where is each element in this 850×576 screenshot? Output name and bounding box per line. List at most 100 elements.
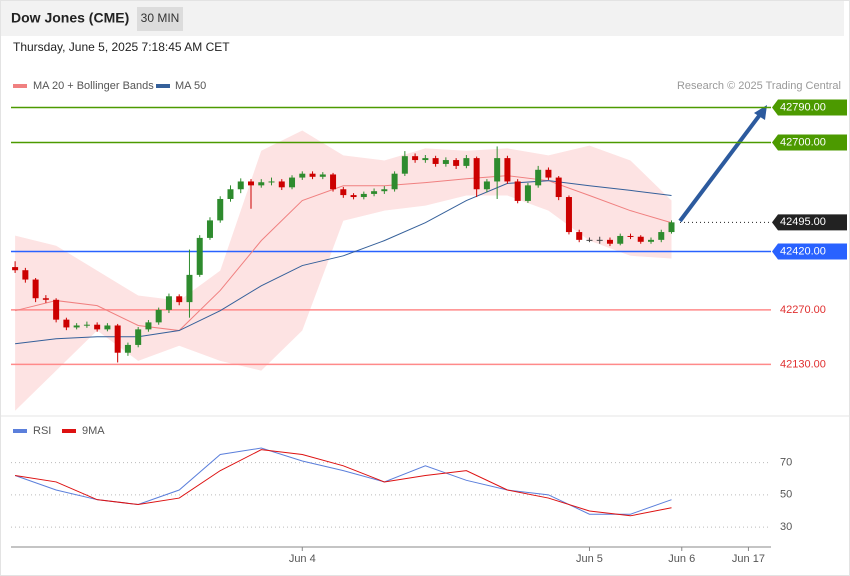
level-label: 42420.00 xyxy=(780,245,826,257)
candle-body xyxy=(206,220,213,238)
rsi-line xyxy=(15,449,672,517)
candle-body xyxy=(596,239,603,241)
candle-body xyxy=(186,274,193,303)
legend-label: MA 20 + Bollinger Bands xyxy=(33,80,154,92)
candle-body xyxy=(565,197,572,233)
candle-body xyxy=(32,279,39,299)
candle-body xyxy=(309,173,316,177)
candle-body xyxy=(494,158,501,182)
candle-body xyxy=(268,181,275,183)
candle-body xyxy=(535,169,542,186)
level-tag xyxy=(772,134,847,151)
candle-body xyxy=(412,156,419,161)
rsi-tick-label: 50 xyxy=(780,489,792,501)
candle-body xyxy=(555,177,562,198)
legend-swatch xyxy=(13,429,27,433)
candle-body xyxy=(576,232,583,240)
candle-body xyxy=(391,173,398,190)
candle-body xyxy=(524,185,531,201)
candle-body xyxy=(463,158,470,166)
interval: 30 MIN xyxy=(141,11,180,25)
candle-body xyxy=(422,158,429,161)
candle-body xyxy=(237,181,244,190)
candle-body xyxy=(73,325,80,328)
legend-label: RSI xyxy=(33,425,51,437)
candle-body xyxy=(606,239,613,244)
candle-body xyxy=(22,270,29,280)
candle-body xyxy=(442,160,449,164)
candle-body xyxy=(637,236,644,242)
candle-body xyxy=(248,181,254,186)
candle-body xyxy=(63,319,70,328)
x-tick-label: Jun 4 xyxy=(289,553,316,565)
candle-body xyxy=(330,174,337,190)
candle-body xyxy=(53,299,60,320)
candle-body xyxy=(299,173,306,178)
chart-title: Dow Jones (CME) xyxy=(11,10,129,26)
legend-label: MA 50 xyxy=(175,80,206,92)
candle-body xyxy=(104,325,111,330)
legend-swatch xyxy=(62,429,76,433)
level-tag xyxy=(772,214,847,231)
level-tag xyxy=(772,243,847,260)
legend-swatch xyxy=(13,84,27,88)
candle-body xyxy=(155,309,162,323)
candle-body xyxy=(94,324,101,330)
ma50-line xyxy=(15,180,672,345)
candle-body xyxy=(165,296,172,310)
candle-body xyxy=(514,181,521,201)
interval-box xyxy=(137,7,183,31)
candle-body xyxy=(227,189,234,199)
level-tag xyxy=(772,99,847,116)
x-tick-label: Jun 17 xyxy=(732,553,765,565)
candle-body xyxy=(42,298,49,300)
rsi-tick-label: 70 xyxy=(780,456,792,468)
ma20-line xyxy=(14,175,672,332)
level-label: 42495.00 xyxy=(780,216,826,228)
candle-body xyxy=(289,177,296,188)
candle-body xyxy=(545,169,552,178)
x-tick-label: Jun 5 xyxy=(576,553,603,565)
level-label: 42790.00 xyxy=(780,101,826,113)
candle-body xyxy=(340,189,347,196)
level-label: 42700.00 xyxy=(780,136,826,148)
subtitle: Thursday, June 5, 2025 7:18:45 AM CET xyxy=(13,40,230,54)
candle-body xyxy=(145,322,152,330)
candle-body xyxy=(504,158,511,182)
candle-body xyxy=(196,237,203,275)
candle-body xyxy=(176,296,183,303)
candle-body xyxy=(278,181,285,188)
rsi-tick-label: 30 xyxy=(780,521,792,533)
candle-body xyxy=(114,325,121,353)
candle-body xyxy=(586,239,593,241)
candle-body xyxy=(432,158,439,164)
candle-body xyxy=(217,198,224,221)
candle-body xyxy=(473,158,480,190)
legend-swatch xyxy=(156,84,170,88)
forecast-arrow-head xyxy=(754,105,767,120)
candle-body xyxy=(350,195,357,198)
candle-body xyxy=(319,174,326,177)
source: Research © 2025 Trading Central xyxy=(677,80,841,92)
candle-body xyxy=(668,222,675,233)
x-tick-label: Jun 6 xyxy=(668,553,695,565)
level-label: 42130.00 xyxy=(780,358,826,370)
candle-body xyxy=(360,193,367,198)
candle-body xyxy=(453,160,460,166)
forecast-arrow xyxy=(678,110,764,223)
level-label: 42270.00 xyxy=(780,304,826,316)
candle-body xyxy=(371,191,378,194)
candle-body xyxy=(258,182,265,186)
candle-body xyxy=(617,235,624,244)
bollinger-band xyxy=(15,130,672,411)
candle-body xyxy=(124,344,131,353)
candle-body xyxy=(648,239,654,242)
legend-label: 9MA xyxy=(82,425,105,437)
candle-body xyxy=(627,235,634,237)
candle-body xyxy=(401,156,408,174)
candle-body xyxy=(658,232,665,240)
candle-body xyxy=(381,189,388,192)
